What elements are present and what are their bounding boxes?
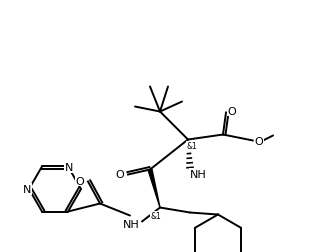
- Text: NH: NH: [190, 169, 206, 179]
- Text: N: N: [23, 184, 31, 194]
- Polygon shape: [148, 169, 160, 208]
- Text: O: O: [228, 106, 236, 116]
- Text: N: N: [65, 163, 73, 173]
- Text: &1: &1: [151, 211, 162, 220]
- Text: O: O: [255, 136, 263, 146]
- Text: O: O: [116, 169, 124, 179]
- Text: NH: NH: [123, 219, 140, 229]
- Text: O: O: [76, 176, 84, 186]
- Text: &1: &1: [187, 141, 197, 150]
